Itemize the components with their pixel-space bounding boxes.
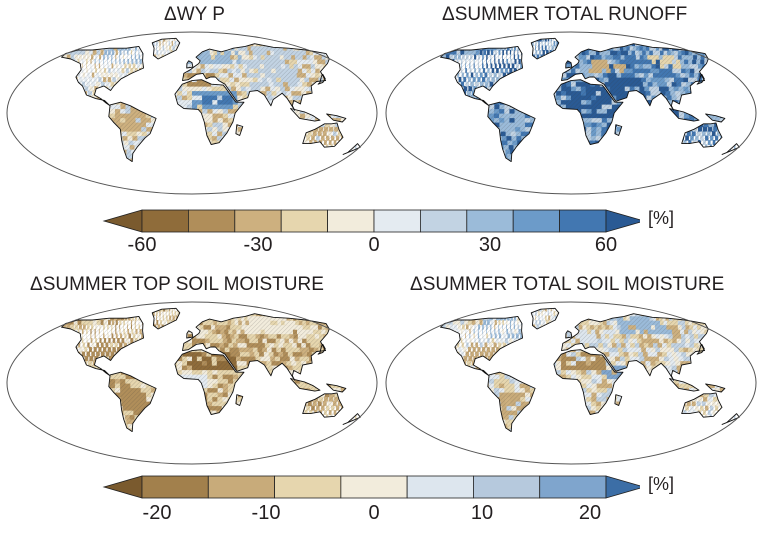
colorbar-left-arrow — [102, 475, 143, 499]
panel-title-summer-total-soil: ΔSUMMER TOTAL SOIL MOISTURE — [410, 274, 725, 295]
colorbar-segment — [512, 209, 561, 233]
map-panel-summer-runoff — [385, 31, 757, 195]
colorbar-segment — [559, 209, 607, 233]
colorbar-segment — [274, 475, 342, 499]
map-frame — [385, 31, 757, 195]
colorbar-segment — [466, 209, 514, 233]
colorbar-segment — [373, 209, 421, 233]
colorbar-left-arrow — [102, 209, 143, 233]
colorbar2-tick-label: -20 — [142, 502, 172, 524]
colorbar-segment — [419, 209, 468, 233]
colorbar1-unit-label: [%] — [648, 208, 675, 228]
colorbar-segment — [234, 209, 282, 233]
colorbar2-tick-label: 20 — [578, 502, 602, 524]
colorbar-segment — [280, 209, 328, 233]
land-grid — [440, 38, 740, 162]
map-frame — [385, 301, 757, 465]
colorbar-segment — [141, 209, 189, 233]
colorbar1-tick-label: -30 — [243, 234, 273, 256]
land-grid — [61, 308, 361, 432]
map-panel-summer-top-soil — [6, 301, 378, 465]
colorbar2-tick-label: 10 — [470, 502, 494, 524]
colorbar-segment — [327, 209, 375, 233]
land-grid — [440, 308, 740, 432]
colorbar2-tick-label: 0 — [368, 502, 380, 524]
map-panel-wy-precip — [6, 31, 378, 195]
colorbar-segment — [539, 475, 607, 499]
colorbar1-tick-label: 0 — [368, 234, 380, 256]
colorbar1-tick-label: 60 — [594, 234, 618, 256]
colorbar-runoff-precip — [102, 209, 640, 233]
land-grid — [61, 38, 361, 162]
map-frame — [6, 31, 378, 195]
map-frame — [6, 301, 378, 465]
colorbar-segment — [141, 475, 209, 499]
colorbar-segment — [340, 475, 408, 499]
colorbar-right-arrow — [605, 475, 640, 499]
colorbar-segment — [406, 475, 474, 499]
colorbar-segment — [188, 209, 236, 233]
colorbar2-tick-label: -10 — [251, 502, 281, 524]
panel-title-summer-runoff: ΔSUMMER TOTAL RUNOFF — [442, 4, 688, 25]
colorbar-soil-moisture — [102, 475, 640, 499]
colorbar1-tick-label: -60 — [127, 234, 157, 256]
colorbar-segment — [207, 475, 275, 499]
colorbar-segment — [473, 475, 541, 499]
colorbar1-tick-label: 30 — [478, 234, 502, 256]
map-panel-summer-total-soil — [385, 301, 757, 465]
colorbar2-unit-label: [%] — [648, 474, 675, 494]
panel-title-summer-top-soil: ΔSUMMER TOP SOIL MOISTURE — [30, 274, 324, 295]
panel-title-wy-precip: ΔWY P — [164, 4, 225, 25]
colorbar-right-arrow — [605, 209, 640, 233]
